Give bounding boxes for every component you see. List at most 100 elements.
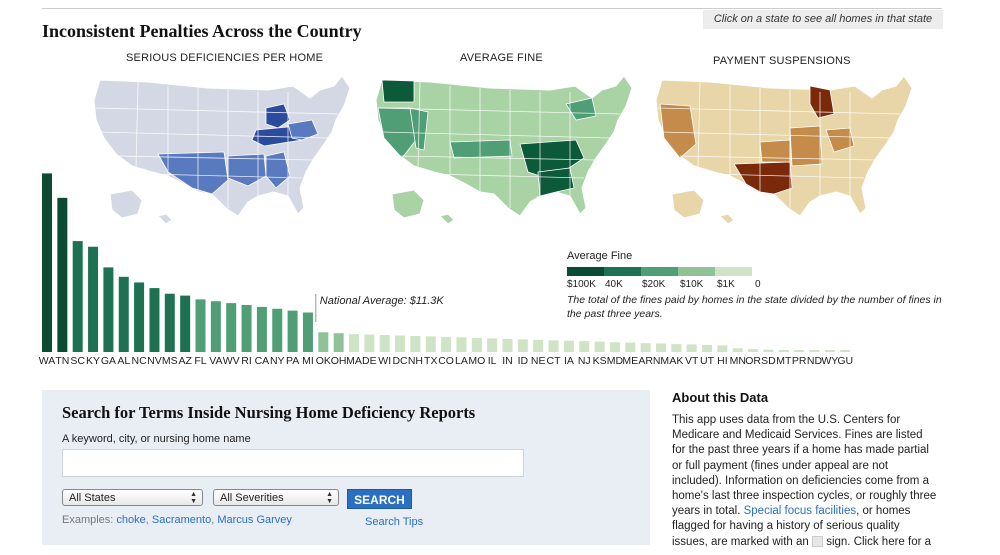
bar-mi[interactable] (302, 312, 313, 352)
bar-label-ct: CT (547, 355, 562, 367)
bar-oh[interactable] (333, 333, 344, 352)
bar-gu[interactable] (840, 350, 851, 352)
bar-sd[interactable] (763, 349, 774, 352)
bar-mn[interactable] (732, 348, 743, 352)
bar-ak[interactable] (671, 344, 682, 352)
bar-ga[interactable] (103, 267, 114, 352)
bar-ct[interactable] (548, 340, 559, 352)
select-arrows-icon: ▲ ▼ (326, 491, 333, 505)
bar-ky[interactable] (88, 246, 99, 352)
bar-nm[interactable] (656, 343, 666, 352)
map-region (265, 103, 291, 129)
bar-sc[interactable] (72, 241, 83, 352)
bar-pa[interactable] (287, 310, 298, 352)
page-title: Inconsistent Penalties Across the Countr… (42, 21, 362, 41)
map-region (809, 85, 835, 119)
bar-or[interactable] (748, 349, 759, 352)
bar-ks[interactable] (594, 341, 605, 352)
bar-al[interactable] (118, 276, 129, 352)
bar-label-nj: NJ (578, 355, 591, 367)
severities-select[interactable]: All Severities ▲ ▼ (213, 489, 339, 506)
bar-label-ma: MA (346, 355, 362, 367)
fine-legend: Average Fine $100K 40K $20K $10K $1K 0 (567, 250, 761, 293)
bar-label-ms: MS (162, 355, 178, 367)
example-link-sacramento[interactable]: Sacramento (151, 514, 212, 526)
bar-label-mo: MO (468, 355, 485, 367)
bar-ca[interactable] (256, 306, 267, 352)
bar-nh[interactable] (410, 336, 421, 352)
bar-label-gu: GU (837, 355, 853, 367)
bar-label-tn: TN (55, 355, 69, 367)
bar-ar[interactable] (640, 343, 651, 352)
map-region (449, 139, 513, 159)
bar-wi[interactable] (379, 335, 390, 352)
bar-label-ok: OK (316, 355, 331, 367)
bar-nd[interactable] (809, 350, 820, 352)
search-input[interactable] (62, 449, 524, 477)
bar-fl[interactable] (195, 299, 206, 352)
bar-ny[interactable] (272, 308, 283, 352)
us-map-fine-icon[interactable] (370, 68, 636, 228)
bar-mt[interactable] (778, 350, 789, 352)
bar-ia[interactable] (563, 340, 574, 352)
states-select[interactable]: All States ▲ ▼ (62, 489, 203, 506)
bar-nc[interactable] (134, 282, 145, 352)
us-map-suspensions-icon[interactable] (650, 68, 916, 228)
us-map-deficiencies-icon[interactable] (88, 68, 354, 228)
bar-hi[interactable] (717, 345, 728, 352)
bar-va[interactable] (210, 301, 221, 352)
search-button[interactable]: SEARCH (347, 489, 412, 509)
map-title-suspensions: PAYMENT SUSPENSIONS (713, 55, 851, 67)
bar-ok[interactable] (318, 332, 329, 352)
search-tips-link[interactable]: Search Tips (365, 516, 424, 528)
bar-nv[interactable] (149, 288, 160, 352)
map-hawaii (439, 213, 455, 225)
bar-wa[interactable] (42, 173, 52, 352)
map-state-border (657, 107, 901, 115)
bar-nj[interactable] (579, 341, 590, 352)
bar-wv[interactable] (226, 303, 237, 352)
bar-label-or: OR (745, 355, 761, 367)
top-divider (42, 8, 942, 9)
bar-vt[interactable] (686, 344, 697, 352)
bar-il[interactable] (487, 338, 498, 352)
bar-co[interactable] (441, 336, 452, 352)
bar-ri[interactable] (241, 305, 252, 352)
bar-ut[interactable] (702, 345, 713, 352)
example-link-choke[interactable]: choke (116, 514, 146, 526)
bar-ms[interactable] (164, 293, 175, 352)
search-title: Search for Terms Inside Nursing Home Def… (62, 403, 476, 422)
bar-ne[interactable] (533, 339, 544, 352)
bar-label-wa: WA (39, 355, 56, 367)
bar-dc[interactable] (395, 335, 406, 352)
special-focus-link[interactable]: Special focus facilities (743, 505, 857, 518)
bar-ma[interactable] (349, 334, 359, 352)
search-examples: Examples: choke, Sacramento, Marcus Garv… (62, 514, 292, 526)
bar-label-nm: NM (653, 355, 669, 367)
bar-label-ri: RI (241, 355, 252, 367)
legend-label: $1K (717, 279, 735, 290)
bar-tx[interactable] (425, 336, 436, 352)
bar-wy[interactable] (824, 350, 835, 352)
legend-label: $10K (680, 279, 704, 290)
bar-de[interactable] (364, 334, 375, 352)
bar-me[interactable] (625, 342, 636, 352)
bar-label-mn: MN (730, 355, 746, 367)
bar-az[interactable] (180, 295, 191, 352)
bar-label-de: DE (362, 355, 377, 367)
bar-in[interactable] (502, 338, 513, 352)
bar-label-vt: VT (685, 355, 699, 367)
average-fine-bar-chart: WA TN SC KY GA AL NC NV MS AZ FL VA WV RI CA NY PA MI OK OH… (39, 173, 853, 367)
bar-id[interactable] (517, 339, 528, 352)
bar-tn[interactable] (57, 197, 68, 352)
bar-pr[interactable] (794, 350, 805, 352)
bar-la[interactable] (456, 337, 467, 352)
bar-md[interactable] (609, 342, 620, 352)
bar-mo[interactable] (471, 337, 482, 352)
map-state-border (697, 81, 701, 169)
example-link-marcus-garvey[interactable]: Marcus Garvey (217, 514, 292, 526)
search-panel: Search for Terms Inside Nursing Home Def… (42, 390, 650, 545)
bar-label-in: IN (502, 355, 513, 367)
bar-label-ky: KY (86, 355, 100, 367)
special-focus-icon (812, 536, 823, 548)
